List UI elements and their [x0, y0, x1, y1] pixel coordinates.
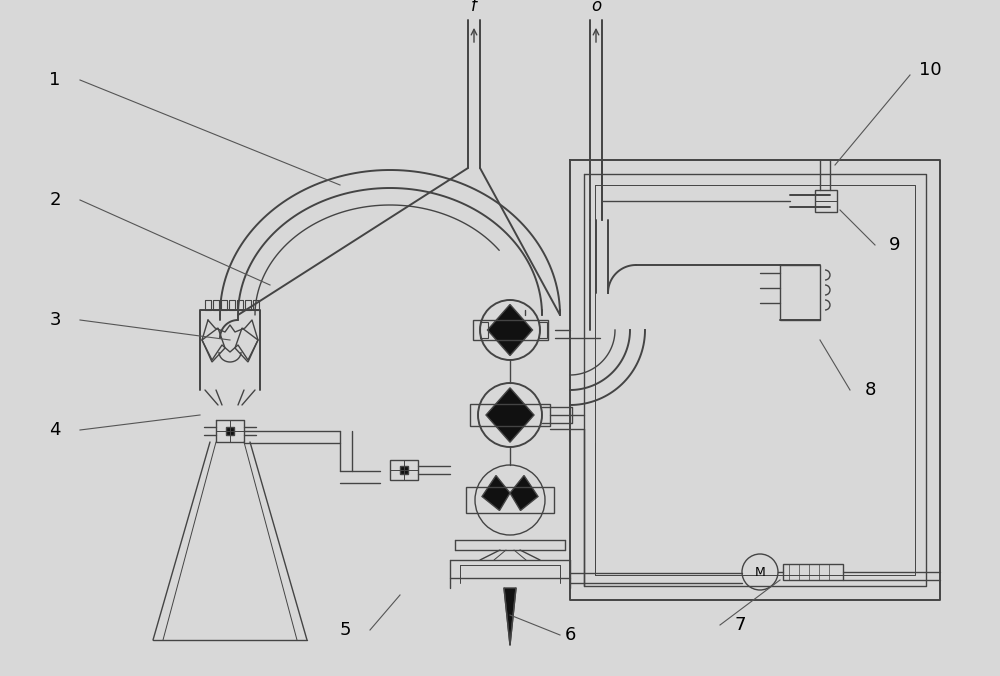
- Polygon shape: [226, 427, 234, 435]
- Polygon shape: [486, 388, 534, 442]
- Bar: [466, 487, 554, 513]
- Text: 2: 2: [49, 191, 61, 209]
- Text: 9: 9: [889, 236, 901, 254]
- Text: 1: 1: [49, 71, 61, 89]
- Text: 8: 8: [864, 381, 876, 399]
- Bar: [480, 322, 488, 338]
- Bar: [815, 190, 837, 212]
- Polygon shape: [488, 304, 532, 356]
- Polygon shape: [504, 588, 516, 645]
- Text: 10: 10: [919, 61, 941, 79]
- Polygon shape: [510, 475, 538, 510]
- Bar: [783, 564, 843, 580]
- Polygon shape: [400, 466, 408, 474]
- Text: f: f: [471, 0, 477, 15]
- Polygon shape: [482, 475, 510, 510]
- Bar: [470, 404, 550, 426]
- Text: 5: 5: [339, 621, 351, 639]
- Bar: [390, 460, 418, 480]
- Bar: [473, 320, 548, 340]
- Text: o: o: [591, 0, 601, 15]
- Bar: [780, 265, 820, 320]
- Text: M: M: [755, 566, 765, 579]
- Text: 4: 4: [49, 421, 61, 439]
- Text: 6: 6: [564, 626, 576, 644]
- Text: 3: 3: [49, 311, 61, 329]
- Text: 7: 7: [734, 616, 746, 634]
- Bar: [539, 322, 547, 338]
